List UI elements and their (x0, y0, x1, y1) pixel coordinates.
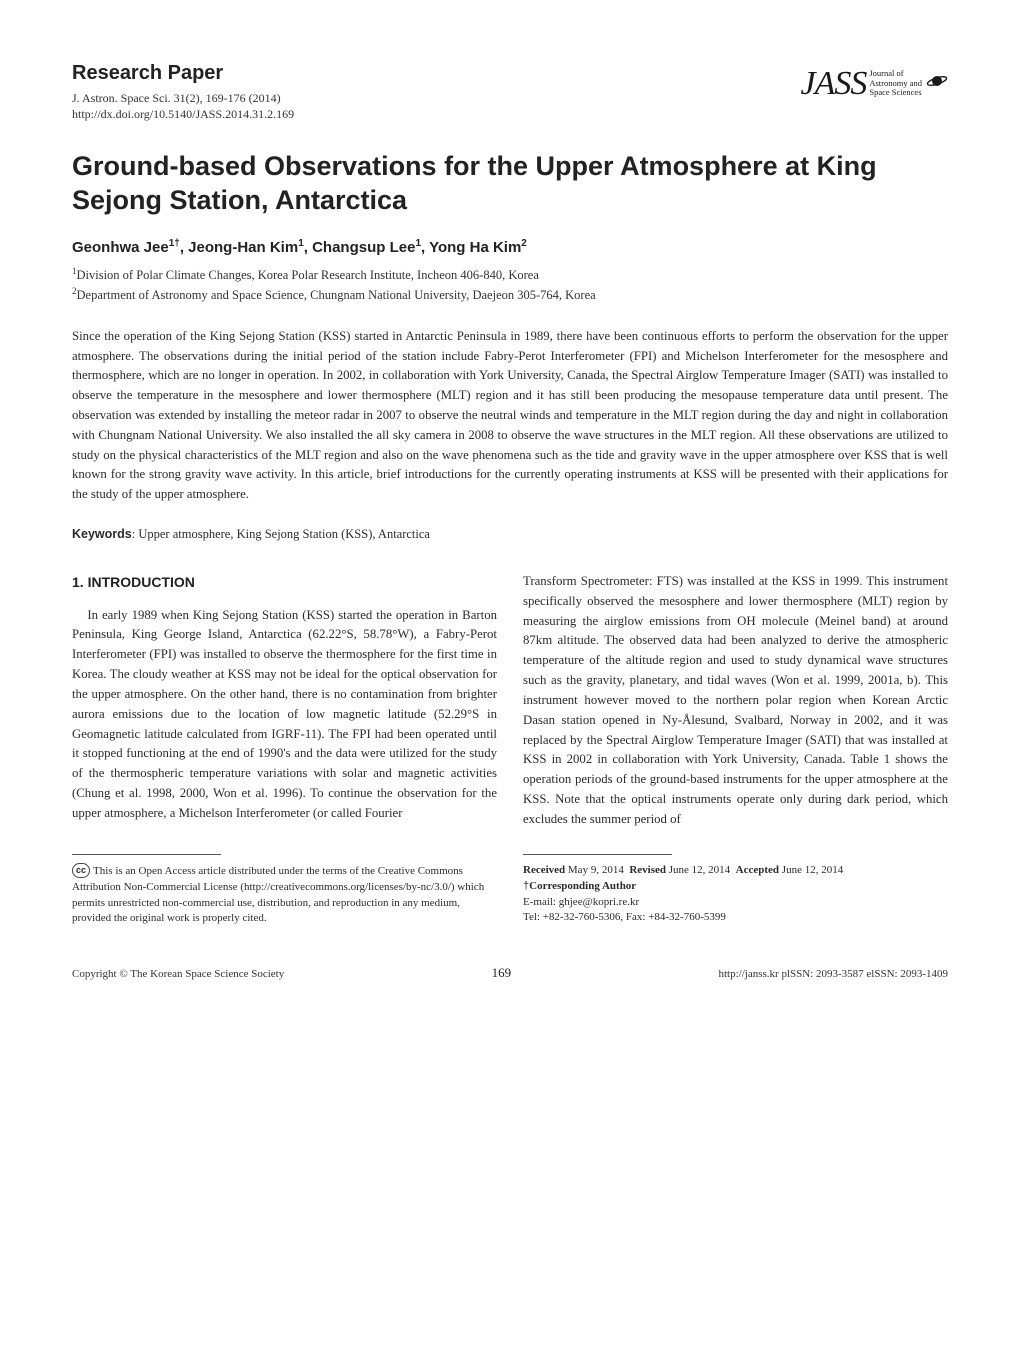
jass-full-name: Journal of Astronomy and Space Sciences (869, 69, 922, 97)
jass-logo: JASS Journal of Astronomy and Space Scie… (800, 58, 948, 109)
license-text: This is an Open Access article distribut… (72, 865, 484, 925)
saturn-icon (926, 72, 948, 96)
email-label: E-mail: (523, 896, 559, 908)
keywords-text: : Upper atmosphere, King Sejong Station … (132, 527, 430, 541)
received-date: May 9, 2014 (568, 864, 624, 876)
revised-date: June 12, 2014 (669, 864, 730, 876)
keywords-label: Keywords (72, 527, 132, 541)
jass-line-3: Space Sciences (869, 87, 921, 97)
header-row: Research Paper J. Astron. Space Sci. 31(… (72, 58, 948, 122)
license-cell: ccThis is an Open Access article distrib… (72, 848, 497, 928)
affiliation-list: 1Division of Polar Climate Changes, Kore… (72, 265, 948, 304)
abstract: Since the operation of the King Sejong S… (72, 327, 948, 505)
research-paper-block: Research Paper J. Astron. Space Sci. 31(… (72, 58, 294, 122)
footnote-rule-left (72, 854, 221, 855)
jass-acronym: JASS (800, 58, 866, 109)
doi-link[interactable]: http://dx.doi.org/10.5140/JASS.2014.31.2… (72, 106, 294, 122)
tel-fax-line: Tel: +82-32-760-5306, Fax: +84-32-760-53… (523, 910, 948, 926)
intro-paragraph-right: Transform Spectrometer: FTS) was install… (523, 572, 948, 830)
affiliation-2: 2Department of Astronomy and Space Scien… (72, 285, 948, 305)
email-address[interactable]: ghjee@kopri.re.kr (559, 896, 639, 908)
affiliation-1-text: Division of Polar Climate Changes, Korea… (77, 269, 539, 283)
paper-title: Ground-based Observations for the Upper … (72, 150, 948, 218)
research-paper-label: Research Paper (72, 58, 294, 88)
right-column: Transform Spectrometer: FTS) was install… (523, 572, 948, 830)
dates-line: Received May 9, 2014 Revised June 12, 20… (523, 863, 948, 879)
intro-paragraph-left: In early 1989 when King Sejong Station (… (72, 606, 497, 824)
page-footer: Copyright © The Korean Space Science Soc… (72, 963, 948, 983)
section-1-heading: 1. INTRODUCTION (72, 572, 497, 594)
correspondence-cell: Received May 9, 2014 Revised June 12, 20… (523, 848, 948, 928)
affiliation-1: 1Division of Polar Climate Changes, Kore… (72, 265, 948, 285)
left-column: 1. INTRODUCTION In early 1989 when King … (72, 572, 497, 830)
cc-icon: cc (72, 863, 90, 878)
footnote-rule-right (523, 854, 672, 855)
footnote-row: ccThis is an Open Access article distrib… (72, 848, 948, 928)
journal-citation: J. Astron. Space Sci. 31(2), 169-176 (20… (72, 90, 294, 106)
corresponding-author-line: †Corresponding Author (523, 879, 948, 895)
body-columns: 1. INTRODUCTION In early 1989 when King … (72, 572, 948, 830)
accepted-date: June 12, 2014 (782, 864, 843, 876)
email-line: E-mail: ghjee@kopri.re.kr (523, 895, 948, 911)
keywords-block: Keywords: Upper atmosphere, King Sejong … (72, 525, 948, 544)
issn-text: http://janss.kr plSSN: 2093-3587 elSSN: … (719, 966, 949, 983)
author-list: Geonhwa Jee1†, Jeong-Han Kim1, Changsup … (72, 236, 948, 260)
affiliation-2-text: Department of Astronomy and Space Scienc… (77, 288, 596, 302)
page-number: 169 (492, 963, 512, 983)
copyright-text: Copyright © The Korean Space Science Soc… (72, 966, 284, 983)
corresponding-author-label: Corresponding Author (529, 880, 636, 892)
